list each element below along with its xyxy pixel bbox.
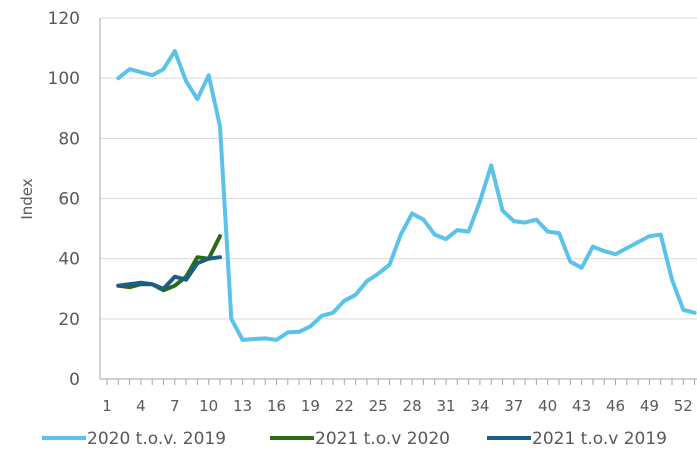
y-tick-label: 120 <box>48 9 80 29</box>
x-tick-label: 7 <box>170 397 180 415</box>
x-tick-label: 25 <box>369 397 388 415</box>
y-axis-title: Index <box>18 178 36 219</box>
series-lines <box>116 49 697 342</box>
x-tick-label: 46 <box>606 397 625 415</box>
legend: 2020 t.o.v. 2019 2021 t.o.v 2020 2021 t.o.… <box>42 429 667 449</box>
x-tick-label: 19 <box>301 397 320 415</box>
x-tick-label: 16 <box>267 397 286 415</box>
x-tick-labels: 1 4 7 10 13 16 19 22 25 28 31 34 37 40 43 46 49 52 <box>102 397 693 415</box>
y-tick-label: 20 <box>58 310 80 330</box>
x-minor-ticks <box>106 379 696 385</box>
y-tick-label: 100 <box>48 69 80 89</box>
x-tick-label: 4 <box>136 397 146 415</box>
x-tick-label: 10 <box>199 397 218 415</box>
legend-label-1: 2020 t.o.v. 2019 <box>87 429 226 449</box>
series-line-1 <box>116 49 697 342</box>
x-tick-label: 43 <box>572 397 591 415</box>
y-tick-label: 0 <box>69 370 80 390</box>
x-tick-label: 1 <box>102 397 112 415</box>
y-tick-label: 80 <box>58 129 80 149</box>
legend-label-3: 2021 t.o.v 2019 <box>532 429 667 449</box>
y-tick-labels: 0 20 40 60 80 100 120 <box>48 9 80 390</box>
x-tick-label: 37 <box>504 397 523 415</box>
x-tick-label: 52 <box>674 397 693 415</box>
y-tick-label: 60 <box>58 190 80 210</box>
legend-label-2: 2021 t.o.v 2020 <box>315 429 450 449</box>
x-tick-label: 49 <box>640 397 659 415</box>
series-line-3 <box>116 255 222 291</box>
y-tick-label: 40 <box>58 250 80 270</box>
x-tick-label: 34 <box>470 397 489 415</box>
x-tick-label: 28 <box>403 397 422 415</box>
x-tick-label: 22 <box>335 397 354 415</box>
x-tick-label: 31 <box>436 397 455 415</box>
x-tick-label: 40 <box>538 397 557 415</box>
x-tick-label: 13 <box>233 397 252 415</box>
series-line-2 <box>116 234 222 293</box>
